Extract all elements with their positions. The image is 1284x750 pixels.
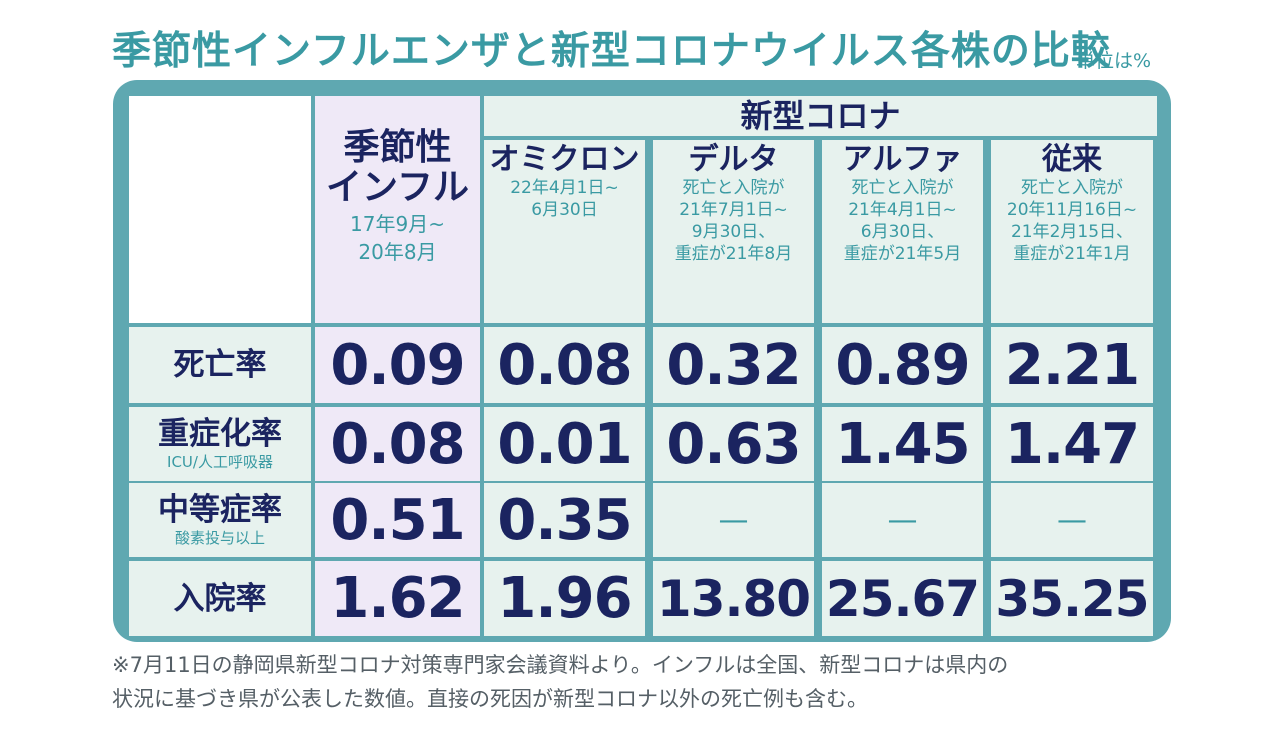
- header-flu-period-line: 20年8月: [358, 240, 437, 264]
- value-text: 25.67: [825, 569, 980, 628]
- value-text: 0.32: [666, 332, 801, 398]
- header-delta-period-line: 重症が21年8月: [674, 244, 793, 264]
- row-moderate-rate-label: 中等症率 酸素投与以上: [129, 483, 311, 557]
- row-hospitalization-rate-label: 入院率: [129, 561, 311, 636]
- row-moderate-rate-label-sub: 酸素投与以上: [174, 529, 265, 547]
- header-omicron-period-line: 6月30日: [531, 200, 598, 220]
- row-severe-rate-value: 0.08: [315, 407, 480, 481]
- value-text: 13.80: [656, 569, 811, 628]
- header-flu-name-line: インフル: [326, 167, 469, 208]
- header-covid-group: 新型コロナ: [484, 96, 1157, 136]
- header-omicron: オミクロン 22年4月1日~ 6月30日: [484, 140, 645, 323]
- header-original-period-line: 死亡と入院が: [1021, 178, 1123, 198]
- row-death-rate-value: 0.89: [822, 327, 983, 403]
- row-severe-rate-value: 1.45: [822, 407, 983, 481]
- value-text: 0.89: [835, 332, 970, 398]
- row-severe-rate-label-main: 重症化率: [158, 416, 282, 452]
- value-text: 0.09: [330, 332, 465, 398]
- value-text: 0.08: [330, 411, 465, 477]
- header-alpha-period-line: 死亡と入院が: [851, 178, 954, 198]
- row-hospitalization-rate-value: 25.67: [822, 561, 983, 636]
- value-text: 0.01: [497, 411, 632, 477]
- comparison-table: 季節性 インフル 17年9月~ 20年8月 新型コロナ オミクロン 22年4月1日~ 6月30…: [113, 80, 1171, 642]
- header-alpha-period-line: 重症が21年5月: [843, 244, 962, 264]
- no-data-dash: —: [1057, 502, 1087, 538]
- row-death-rate-label-main: 死亡率: [173, 347, 267, 383]
- row-moderate-rate-label-text: 中等症率 酸素投与以上: [129, 483, 311, 557]
- header-delta-period-line: 死亡と入院が: [682, 178, 785, 198]
- row-moderate-rate-value: —: [653, 483, 814, 557]
- value-text: 35.25: [995, 569, 1149, 628]
- row-severe-rate-label-text: 重症化率 ICU/人工呼吸器: [129, 407, 311, 481]
- row-death-rate-value: 2.21: [991, 327, 1153, 403]
- header-covid-group-label: 新型コロナ: [740, 97, 901, 135]
- row-hospitalization-rate-value: 35.25: [991, 561, 1153, 636]
- no-data-dash: —: [718, 502, 749, 538]
- header-alpha-period-line: 6月30日、: [860, 222, 945, 242]
- header-omicron-name: オミクロン: [489, 142, 640, 177]
- header-original-name: 従来: [1042, 142, 1102, 177]
- value-text: 0.63: [666, 411, 801, 477]
- value-text: 1.62: [330, 566, 465, 631]
- row-severe-rate-label-sub: ICU/人工呼吸器: [167, 453, 273, 471]
- row-death-rate-value: 0.09: [315, 327, 480, 403]
- footnote-line-2: 状況に基づき県が公表した数値。直接の死因が新型コロナ以外の死亡例も含む。: [112, 687, 868, 711]
- row-moderate-rate-value: —: [822, 483, 983, 557]
- row-hospitalization-rate-label-main: 入院率: [173, 580, 267, 617]
- header-flu-period-line: 17年9月~: [350, 212, 445, 236]
- row-hospitalization-rate-label-text: 入院率: [129, 561, 311, 636]
- header-omicron-period-line: 22年4月1日~: [510, 178, 619, 198]
- header-original-period-line: 重症が21年1月: [1013, 244, 1131, 264]
- header-flu: 季節性 インフル 17年9月~ 20年8月: [315, 96, 480, 323]
- header-flu-name: 季節性 インフル: [315, 96, 480, 208]
- value-text: 1.45: [835, 411, 970, 477]
- header-delta-period-line: 9月30日、: [691, 222, 776, 242]
- row-moderate-rate-label-main: 中等症率: [158, 492, 282, 528]
- row-hospitalization-rate-value: 13.80: [653, 561, 814, 636]
- corner-cell: [129, 96, 311, 323]
- row-severe-rate-value: 0.63: [653, 407, 814, 481]
- value-text: 1.47: [1004, 411, 1140, 477]
- header-alpha-name: アルファ: [842, 142, 963, 177]
- header-delta: デルタ 死亡と入院が 21年7月1日~ 9月30日、 重症が21年8月: [653, 140, 814, 323]
- row-death-rate-label-text: 死亡率: [129, 327, 311, 403]
- row-hospitalization-rate-value: 1.96: [484, 561, 645, 636]
- row-severe-rate-value: 1.47: [991, 407, 1153, 481]
- value-text: 0.51: [330, 487, 465, 553]
- value-text: 0.08: [497, 332, 632, 398]
- header-original-period-line: 20年11月16日~: [1006, 200, 1138, 220]
- no-data-dash: —: [887, 502, 918, 538]
- value-text: 1.96: [497, 566, 632, 631]
- header-flu-name-line: 季節性: [343, 127, 452, 168]
- row-severe-rate-label: 重症化率 ICU/人工呼吸器: [129, 407, 311, 481]
- row-death-rate-label: 死亡率: [129, 327, 311, 403]
- row-hospitalization-rate-value: 1.62: [315, 561, 480, 636]
- row-moderate-rate-value: 0.51: [315, 483, 480, 557]
- header-alpha-period-line: 21年4月1日~: [848, 200, 957, 220]
- row-death-rate-value: 0.32: [653, 327, 814, 403]
- page-title: 季節性インフルエンザと新型コロナウイルス各株の比較: [112, 29, 1111, 74]
- header-original: 従来 死亡と入院が 20年11月16日~ 21年2月15日、 重症が21年1月: [991, 140, 1153, 323]
- header-flu-period: 17年9月~ 20年8月: [315, 210, 480, 266]
- row-moderate-rate-value: 0.35: [484, 483, 645, 557]
- header-delta-period-line: 21年7月1日~: [679, 200, 788, 220]
- header-alpha: アルファ 死亡と入院が 21年4月1日~ 6月30日、 重症が21年5月: [822, 140, 983, 323]
- header-delta-name: デルタ: [688, 142, 779, 177]
- footnote: ※7月11日の静岡県新型コロナ対策専門家会議資料より。インフルは全国、新型コロナ…: [112, 648, 1008, 716]
- unit-label: 単位は%: [1076, 50, 1152, 72]
- value-text: 2.21: [1004, 332, 1140, 398]
- row-death-rate-value: 0.08: [484, 327, 645, 403]
- footnote-line-1: ※7月11日の静岡県新型コロナ対策専門家会議資料より。インフルは全国、新型コロナ…: [112, 653, 1009, 677]
- row-severe-rate-value: 0.01: [484, 407, 645, 481]
- header-original-period-line: 21年2月15日、: [1010, 222, 1134, 242]
- value-text: 0.35: [497, 487, 632, 553]
- row-moderate-rate-value: —: [991, 483, 1153, 557]
